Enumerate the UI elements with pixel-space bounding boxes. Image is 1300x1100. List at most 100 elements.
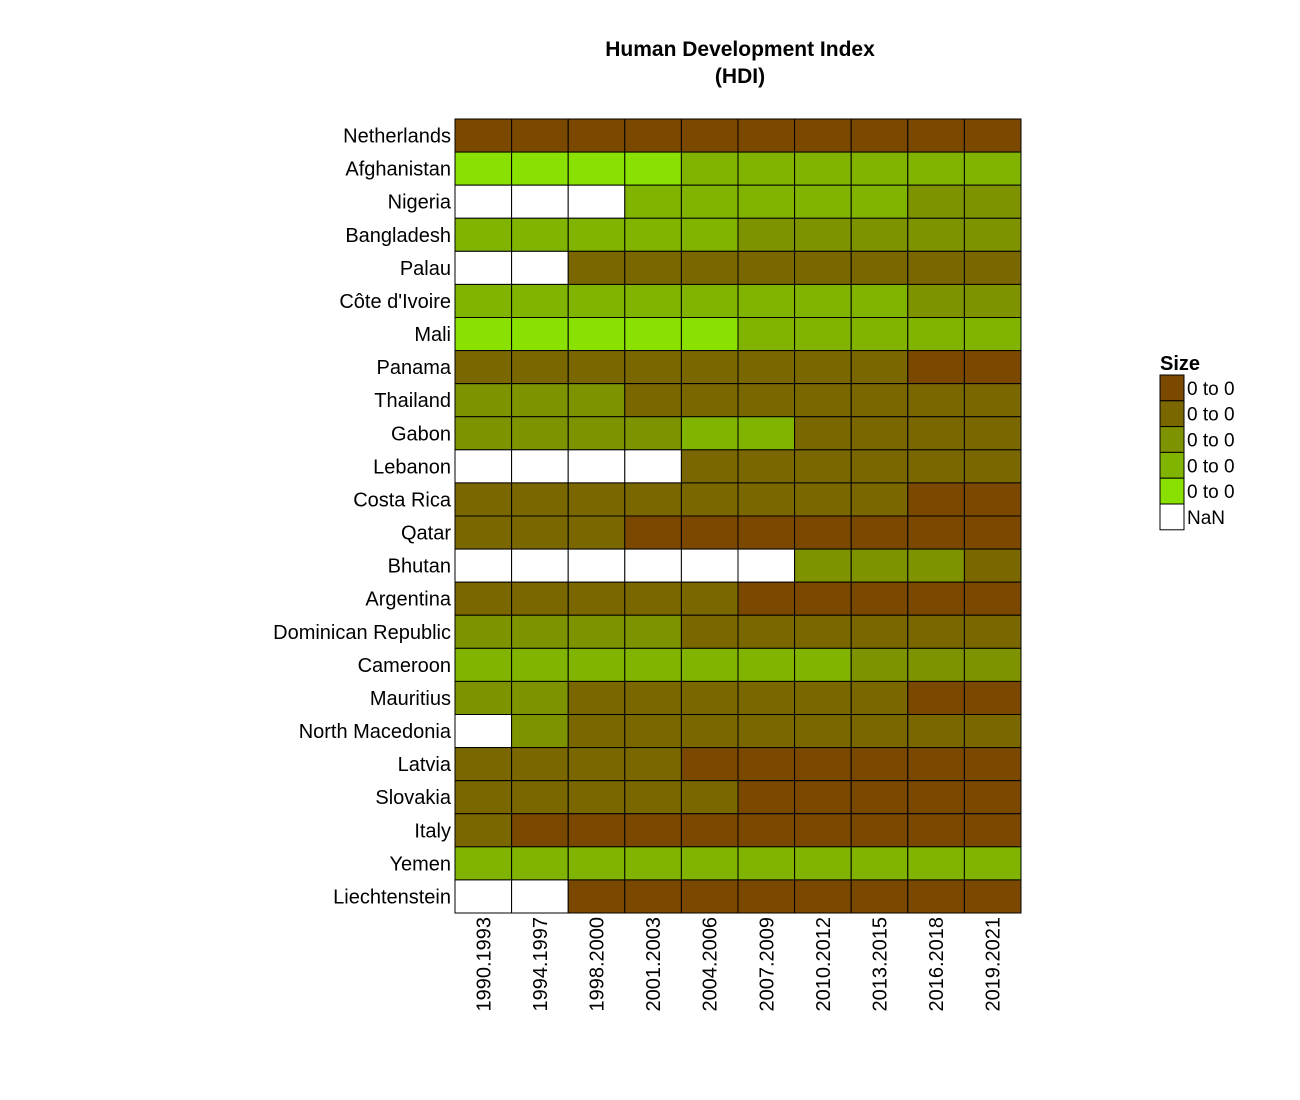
heatmap-cell: [567, 714, 626, 749]
heatmap-cell: [624, 383, 682, 418]
heatmap-cell: [963, 714, 1022, 749]
heatmap-cell: [963, 780, 1022, 815]
heatmap-cell: [737, 714, 796, 749]
heatmap-cell: [963, 317, 1022, 352]
heatmap-cell: [794, 647, 852, 682]
heatmap-cell: [454, 184, 513, 219]
heatmap-cell: [794, 714, 852, 749]
heatmap-cell: [511, 151, 569, 186]
heatmap-cell: [737, 614, 796, 649]
heatmap-cell: [680, 780, 739, 815]
heatmap-cell: [850, 482, 909, 517]
row-labels: Netherlands Afghanistan Nigeria Bangladesh P…: [273, 126, 452, 909]
heatmap-cell: [850, 879, 909, 914]
heatmap-cell: [907, 250, 965, 285]
heatmap-cell: [567, 647, 626, 682]
heatmap-cell: [454, 714, 513, 749]
heatmap-cell: [511, 184, 569, 219]
heatmap-cell: [737, 581, 796, 616]
heatmap-cell: [907, 383, 965, 418]
heatmap-cell: [907, 548, 965, 583]
heatmap-cell: [680, 383, 739, 418]
heatmap-cell: [963, 283, 1022, 318]
heatmap-cell: [567, 813, 626, 848]
heatmap-cell: [794, 614, 852, 649]
heatmap-cell: [567, 581, 626, 616]
heatmap-cell: [511, 680, 569, 716]
legend: Size 0 to 0 0 to 0 0 to 0 0 to 0 0 to 0 NaN: [1159, 353, 1235, 531]
heatmap-cell: [963, 482, 1022, 517]
heatmap-cell: [567, 151, 626, 186]
heatmap-cell: [850, 217, 909, 252]
heatmap-cell: [511, 217, 569, 252]
heatmap-cell: [907, 449, 965, 484]
heatmap-cell: [963, 217, 1022, 252]
heatmap-cell: [737, 217, 796, 252]
column-label: 2001.2003: [643, 917, 665, 1012]
heatmap-cell: [511, 482, 569, 517]
row-label: Netherlands: [343, 126, 451, 148]
row-label: Yemen: [389, 853, 451, 875]
heatmap-cell: [850, 283, 909, 318]
heatmap-cell: [511, 250, 569, 285]
heatmap-cell: [794, 184, 852, 219]
heatmap-cell: [737, 548, 796, 583]
heatmap-cell: [511, 780, 569, 815]
heatmap-cell: [624, 581, 682, 616]
heatmap-cell: [624, 151, 682, 186]
legend-swatch: [1159, 477, 1185, 505]
heatmap-cell: [850, 350, 909, 385]
row-label: Mali: [414, 324, 451, 346]
heatmap-cell: [794, 449, 852, 484]
heatmap-cell: [737, 813, 796, 848]
heatmap-cell: [850, 383, 909, 418]
row-label: Panama: [377, 357, 452, 379]
heatmap-cell: [511, 813, 569, 848]
heatmap-cell: [907, 350, 965, 385]
heatmap-cell: [454, 581, 513, 616]
heatmap-cell: [680, 515, 739, 550]
heatmap-cell: [963, 416, 1022, 451]
heatmap-cell: [680, 184, 739, 219]
heatmap-cell: [624, 714, 682, 749]
heatmap-cell: [567, 879, 626, 914]
heatmap-cell: [907, 416, 965, 451]
heatmap-cell: [511, 614, 569, 649]
heatmap-cell: [511, 317, 569, 352]
heatmap-cell: [794, 515, 852, 550]
heatmap-cell: [567, 680, 626, 716]
heatmap-cell: [794, 283, 852, 318]
heatmap-cell: [454, 217, 513, 252]
heatmap-cell: [454, 283, 513, 318]
heatmap-cell: [454, 647, 513, 682]
heatmap-cell: [794, 383, 852, 418]
column-label: 1998.2000: [587, 917, 609, 1012]
heatmap-cell: [567, 217, 626, 252]
heatmap-cell: [511, 879, 569, 914]
heatmap-cell: [567, 482, 626, 517]
heatmap-cell: [737, 350, 796, 385]
heatmap-cell: [737, 482, 796, 517]
heatmap-cell: [454, 813, 513, 848]
heatmap-cell: [794, 151, 852, 186]
heatmap-cell: [850, 515, 909, 550]
heatmap-cell: [511, 118, 569, 153]
heatmap-cell: [624, 846, 682, 881]
heatmap-cell: [794, 217, 852, 252]
heatmap-cell: [737, 283, 796, 318]
heatmap-cell: [567, 184, 626, 219]
heatmap-cell: [511, 283, 569, 318]
heatmap-cell: [454, 449, 513, 484]
heatmap-cell: [624, 647, 682, 682]
heatmap-cell: [963, 614, 1022, 649]
heatmap-cell: [454, 317, 513, 352]
heatmap-cell: [454, 780, 513, 815]
heatmap-cell: [907, 614, 965, 649]
heatmap-cell: [567, 449, 626, 484]
heatmap-cell: [850, 846, 909, 881]
row-label: Thailand: [374, 390, 451, 412]
heatmap-cell: [567, 846, 626, 881]
heatmap-cell: [624, 416, 682, 451]
heatmap-cell: [680, 283, 739, 318]
heatmap-cell: [680, 879, 739, 914]
